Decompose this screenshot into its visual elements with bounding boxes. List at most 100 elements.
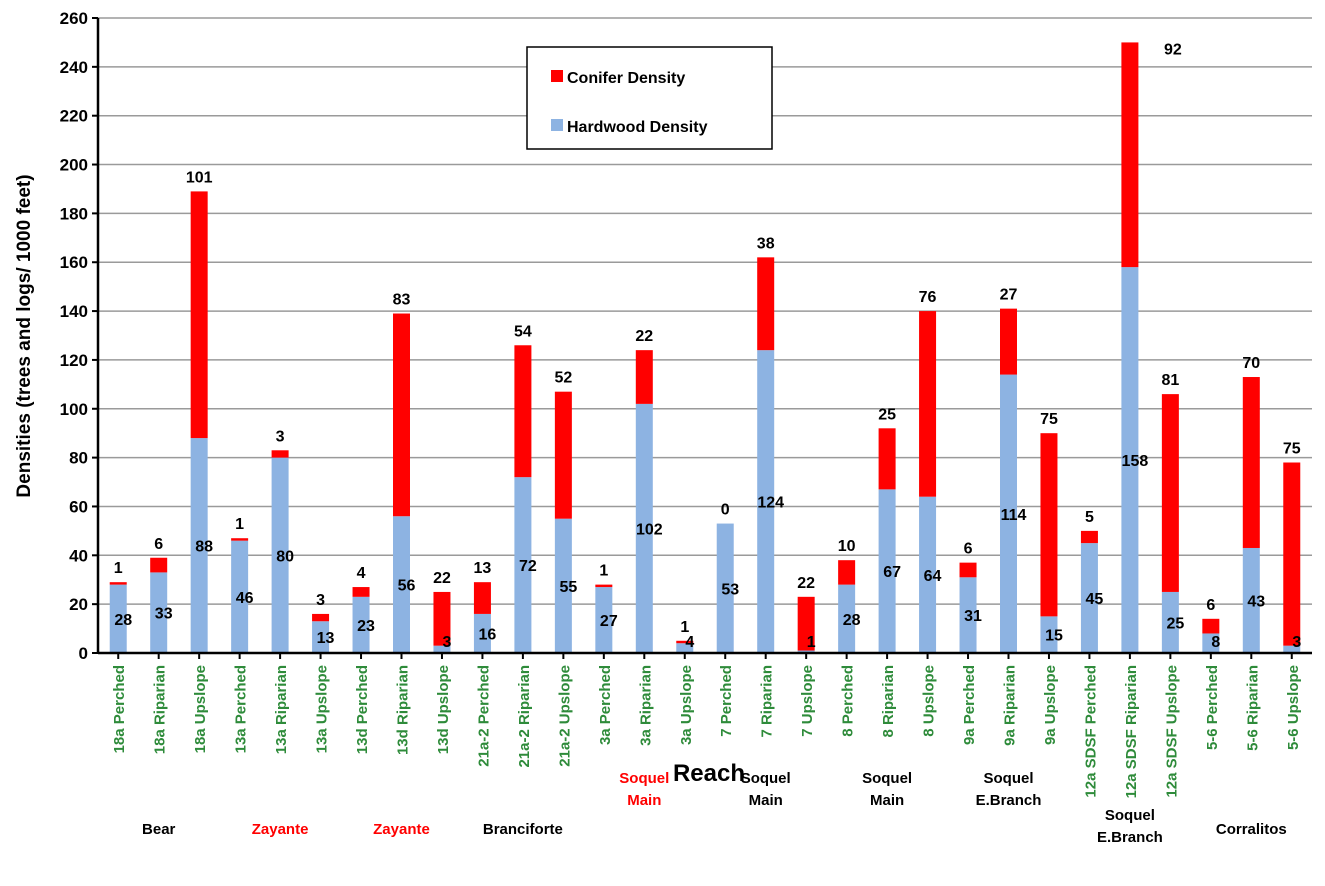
bar-conifer (595, 584, 613, 588)
bar-hardwood (1040, 616, 1058, 653)
y-tick-label: 120 (60, 351, 88, 370)
data-label-conifer: 76 (919, 289, 937, 306)
legend: Conifer Density Hardwood Density (526, 46, 773, 150)
category-label: 13a Perched (233, 665, 250, 753)
bar-conifer (635, 350, 653, 404)
bar-conifer (271, 450, 289, 458)
bars (109, 42, 1301, 653)
y-tick-label: 140 (60, 302, 88, 321)
bar-hardwood (1000, 374, 1017, 653)
bar-conifer (1121, 42, 1139, 268)
group-label: Soquel E.Branch (1097, 807, 1163, 846)
category-label: 3a Upslope (678, 665, 695, 745)
category-label: 21a-2 Upslope (556, 665, 573, 767)
bar-hardwood (838, 584, 856, 653)
bar-hardwood (190, 438, 208, 653)
data-label-hardwood: 4 (685, 634, 694, 651)
bar-conifer (838, 560, 856, 585)
data-label-conifer: 52 (554, 370, 572, 387)
data-label-conifer: 70 (1242, 355, 1260, 372)
data-label-hardwood: 3 (1292, 634, 1301, 651)
bar-hardwood (635, 403, 653, 653)
legend-label-hardwood: Hardwood Density (567, 119, 708, 136)
y-tick-label: 160 (60, 253, 88, 272)
category-label: 9a Perched (961, 665, 978, 745)
bar-hardwood (1080, 543, 1098, 653)
data-label-conifer: 25 (878, 406, 896, 423)
bar-hardwood (716, 523, 734, 653)
data-label-hardwood: 158 (1122, 453, 1149, 470)
y-axis-title: Densities (trees and logs/ 1000 feet) (14, 174, 35, 497)
bar-hardwood (878, 489, 896, 653)
bar-conifer (919, 311, 937, 497)
data-label-hardwood: 88 (195, 539, 213, 556)
data-label-conifer: 10 (838, 538, 856, 555)
data-label-hardwood: 56 (398, 578, 416, 595)
bar-hardwood (231, 540, 249, 653)
data-label-conifer: 6 (964, 541, 973, 558)
category-label: 13a Upslope (314, 665, 331, 753)
data-label-conifer: 0 (721, 502, 730, 519)
data-label-hardwood: 72 (519, 558, 537, 575)
bar-conifer (393, 313, 410, 517)
bar-conifer (1040, 433, 1058, 617)
data-label-hardwood: 33 (155, 606, 173, 623)
y-tick-label: 0 (79, 644, 88, 663)
bar-hardwood (352, 596, 370, 653)
bar-conifer (514, 345, 532, 478)
data-label-hardwood: 13 (317, 630, 335, 647)
category-label: 7 Perched (718, 665, 735, 737)
bar-hardwood (1202, 633, 1220, 653)
legend-box (526, 46, 773, 150)
data-label-conifer: 1 (114, 560, 123, 577)
bar-conifer (1161, 394, 1179, 592)
bar-hardwood (312, 621, 330, 653)
category-label: 13d Upslope (435, 665, 452, 754)
bar-hardwood (595, 587, 613, 653)
bar-conifer (231, 538, 249, 541)
bar-hardwood (271, 457, 289, 653)
data-label-conifer: 1 (235, 516, 244, 533)
data-label-conifer: 4 (357, 565, 366, 582)
category-label: 18a Upslope (192, 665, 209, 753)
data-label-conifer: 3 (316, 592, 325, 609)
group-label: Soquel Main (741, 770, 791, 809)
data-label-conifer: 101 (186, 169, 213, 186)
y-tick-label: 200 (60, 156, 88, 175)
bar-conifer (1283, 462, 1301, 646)
category-labels: 18a Perched 18a Riparian 18a Upslope 13a Pe… (111, 665, 1302, 798)
category-label: 12a SDSF Upslope (1163, 665, 1180, 798)
bar-hardwood (514, 477, 532, 653)
data-label-hardwood: 124 (757, 495, 784, 512)
data-label-hardwood: 46 (236, 590, 254, 607)
legend-swatch-hardwood (551, 119, 563, 131)
group-labels: Bear Zayante Zayante Branciforte Soquel Main S… (142, 770, 1287, 846)
data-label-hardwood: 64 (924, 568, 942, 585)
group-label: Corralitos (1216, 821, 1287, 838)
y-tick-label: 180 (60, 204, 88, 223)
category-label: 8 Riparian (880, 665, 897, 738)
category-label: 7 Riparian (759, 665, 776, 738)
data-label-hardwood: 67 (883, 564, 901, 581)
bar-conifer (1242, 377, 1260, 548)
group-label: Zayante (373, 821, 430, 838)
data-label-conifer: 5 (1085, 509, 1094, 526)
data-label-hardwood: 28 (843, 612, 861, 629)
data-label-conifer: 6 (1206, 597, 1215, 614)
y-tick-labels: 0 20 40 60 80 100 120 140 160 180 200 220 240 260 (60, 9, 98, 663)
group-label: Soquel E.Branch (976, 770, 1042, 809)
group-label: Soquel Main (619, 770, 669, 809)
x-axis-title: Reach (673, 760, 745, 787)
data-label-hardwood: 27 (600, 613, 618, 630)
data-label-conifer: 83 (393, 292, 411, 309)
data-label-conifer: 22 (635, 328, 653, 345)
data-label-hardwood: 80 (276, 548, 294, 565)
data-label-conifer: 38 (757, 235, 775, 252)
data-label-conifer: 13 (474, 560, 492, 577)
legend-label-conifer: Conifer Density (567, 70, 685, 87)
category-label: 12a SDSF Perched (1082, 665, 1099, 798)
bar-conifer (959, 562, 977, 578)
legend-swatch-conifer (551, 70, 563, 82)
